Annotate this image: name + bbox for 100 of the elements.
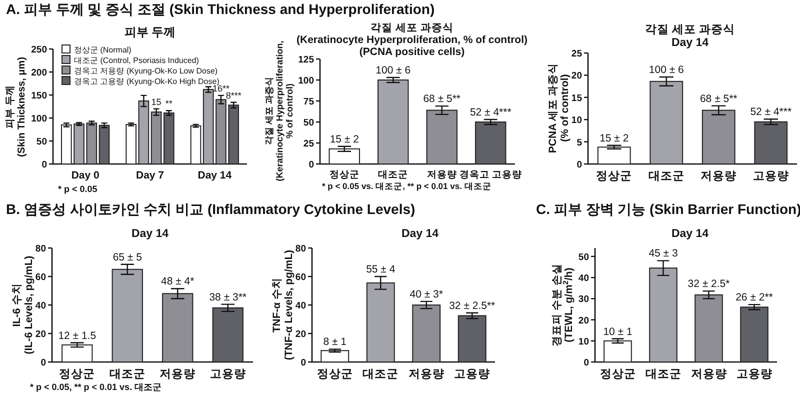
- annotation: 100 ± 6: [648, 64, 684, 76]
- chart-title: 각질 세포 과증식 Day 14: [644, 23, 736, 50]
- bar: [412, 304, 441, 362]
- y-tick-label: 200: [31, 68, 47, 78]
- x-tick-label: 정상군: [329, 170, 360, 180]
- bar: [702, 110, 736, 164]
- bar: [475, 122, 506, 164]
- x-tick-label: 대조군: [648, 170, 684, 182]
- annotation: 15: [151, 96, 162, 107]
- y-tick-label: 0: [584, 358, 589, 368]
- x-tick-label: 대조군: [362, 368, 399, 380]
- y-tick-label: 50: [36, 136, 47, 148]
- x-tick-label: Day 0: [71, 170, 100, 182]
- legend-label: 경옥고 저용량 (Kyung-Ok-Ko Low Dose): [74, 66, 218, 76]
- annotation: 68 ± 5**: [423, 93, 461, 106]
- text: * p < 0.05: [58, 184, 98, 194]
- y-axis-title: TNF-α 수치 (TNF-α Levels, pg/mL): [271, 250, 296, 360]
- bar: [163, 112, 174, 164]
- x-tick-label: 정상군: [600, 368, 636, 380]
- data-label: 65 ± 5: [112, 251, 142, 264]
- x-tick-label: 정상군: [596, 170, 632, 182]
- y-tick-label: 10: [578, 336, 589, 348]
- y-tick-label: 10: [571, 115, 582, 126]
- bar: [150, 112, 162, 164]
- data-label: 26 ± 2**: [736, 292, 773, 304]
- data-label: 55 ± 4: [366, 264, 396, 276]
- y-tick-label: 30: [578, 294, 589, 306]
- y-tick-label: 40: [295, 300, 306, 312]
- chart-title: 피부 두께: [124, 25, 176, 39]
- annotation: 52 ± 4***: [750, 106, 792, 118]
- y-tick-label: 150: [31, 90, 47, 102]
- bar: [366, 282, 395, 362]
- annotation: 15 ± 2: [600, 132, 629, 144]
- chart-title: Day 14: [671, 228, 710, 240]
- bar: [378, 80, 409, 164]
- y-tick-label: 0: [308, 160, 314, 170]
- x-tick-label: 저용량: [408, 368, 444, 380]
- text: A. 피부 두께 및 증식 조절 (Skin Thickness and Hyperproliferation): [6, 1, 435, 17]
- bar: [649, 268, 678, 362]
- x-tick-label: 정상군: [59, 368, 96, 380]
- y-tick-label: 125: [298, 54, 315, 66]
- y-axis-title: IL-6 수치 (IL-6 Levels, pg/mL): [11, 256, 36, 354]
- y-tick-label: 60: [35, 272, 46, 283]
- y-axis-title: 피부 두께 (Skin Thickness, μm): [5, 56, 28, 158]
- bar: [328, 148, 360, 164]
- data-label: **: [165, 98, 173, 109]
- y-tick-label: 15: [571, 92, 583, 104]
- y-tick-label: 0: [576, 160, 582, 170]
- y-tick-label: 40: [578, 273, 589, 284]
- legend-label: 경옥고 고용량 (Kyung-Ok-Ko High Dose): [74, 77, 220, 86]
- bar: [162, 293, 194, 362]
- x-tick-label: 대조군: [109, 368, 146, 380]
- y-tick-label: 25: [571, 48, 583, 60]
- y-tick-label: 25: [303, 138, 315, 150]
- x-tick-label: 정상군: [316, 368, 353, 380]
- y-tick-label: 20: [578, 315, 589, 326]
- bar: [694, 294, 723, 362]
- x-tick-label: 대조군: [645, 368, 682, 380]
- text: * p < 0.05, ** p < 0.01 vs. 대조군: [30, 382, 162, 392]
- data-label: 32 ± 2.5*: [688, 278, 730, 290]
- annotation: 68 ± 5**: [700, 92, 738, 105]
- annotation: 52 ± 4***: [470, 106, 512, 118]
- x-tick-label: Day 7: [136, 170, 164, 182]
- data-label: 10 ± 1: [603, 326, 632, 338]
- y-tick-label: 20: [35, 329, 46, 340]
- x-tick-label: 고용량: [454, 368, 490, 380]
- bar: [320, 350, 350, 362]
- bar: [754, 121, 788, 164]
- bar: [126, 124, 137, 164]
- text: * p < 0.05 vs. 대조군, ** p < 0.01 vs. 대조군: [322, 181, 492, 191]
- bar: [138, 100, 150, 164]
- bar: [604, 340, 632, 362]
- chart-title: Day 14: [401, 228, 440, 240]
- legend-label: 정상군 (Normal): [74, 46, 132, 54]
- y-tick-label: 0: [40, 358, 46, 368]
- y-tick-label: 80: [35, 244, 46, 254]
- y-tick-label: 20: [295, 329, 306, 340]
- data-label: 12 ± 1.5: [58, 330, 96, 342]
- x-tick-label: 대조군: [378, 170, 408, 180]
- y-tick-label: 20: [571, 70, 582, 82]
- y-axis-title: PCNA 세포 과증식 (% of control): [547, 62, 572, 154]
- y-tick-label: 5: [576, 137, 583, 148]
- bar: [62, 344, 93, 362]
- bar: [212, 307, 244, 362]
- y-tick-label: 0: [42, 160, 47, 170]
- y-tick-label: 75: [303, 96, 315, 108]
- x-tick-label: 고용량: [736, 368, 772, 380]
- x-tick-label: 저용량: [426, 170, 457, 180]
- data-label: 45 ± 3: [648, 248, 678, 260]
- data-label: 38 ± 3**: [209, 291, 247, 304]
- data-label: 40 ± 3*: [410, 288, 443, 300]
- bar: [426, 110, 458, 164]
- y-tick-label: 100: [31, 114, 47, 124]
- y-axis-title: 각질 세포 과증식 (Keratinocyte Hyperproliferation, % of control): [264, 40, 295, 182]
- annotation: 100 ± 6: [376, 64, 411, 76]
- y-tick-label: 0: [300, 358, 306, 368]
- y-tick-label: 100: [298, 76, 314, 86]
- x-tick-label: 저용량: [690, 368, 727, 380]
- x-tick-label: 저용량: [160, 368, 196, 380]
- bar: [650, 80, 684, 164]
